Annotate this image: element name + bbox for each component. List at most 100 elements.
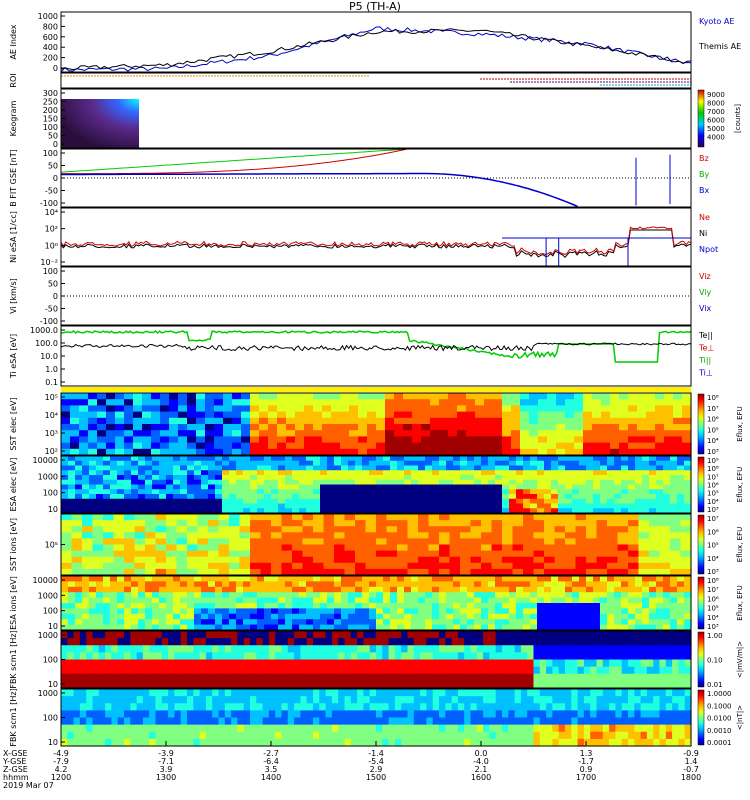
esa_i-cell — [572, 592, 580, 599]
esa_i-cell — [586, 592, 594, 599]
sst_i-cell — [638, 538, 650, 546]
fbk_b-cell — [212, 645, 220, 653]
esa_e-cell — [537, 456, 545, 462]
sst_e-cell — [547, 393, 557, 400]
fbk_b-cell — [111, 631, 119, 639]
fbk_e-cell — [464, 731, 472, 740]
fbk_e-cell — [174, 731, 182, 740]
esa_e-cell — [250, 456, 258, 462]
sst_e-cell — [349, 417, 359, 425]
fbk_e-cell — [130, 717, 138, 726]
fbk_e-cell — [432, 703, 440, 711]
sst_e-cell — [682, 399, 692, 406]
esa_e-cell — [187, 460, 195, 467]
esa_e-cell — [285, 503, 293, 509]
fbk_e-cell — [457, 696, 465, 704]
sst_i-cell — [103, 514, 115, 521]
esa_e-cell — [152, 508, 160, 514]
esa_i-cell — [82, 613, 90, 620]
esa_e-cell — [152, 475, 160, 481]
sst_i-cell — [544, 550, 556, 558]
esa_i-cell — [684, 613, 692, 620]
sst_e-cell — [196, 417, 206, 425]
fbk_b-cell — [401, 645, 409, 653]
esa_i-cell — [418, 603, 426, 609]
esa_i-cell — [635, 608, 643, 615]
fbk_e-cell — [508, 703, 516, 711]
sst_e-cell — [628, 448, 638, 456]
fbk_b-cell — [464, 680, 472, 689]
fbk_e-cell — [571, 689, 579, 697]
sst_e-cell — [682, 405, 692, 413]
esa_e-cell — [103, 460, 111, 467]
esa_e-cell — [586, 456, 594, 462]
ae-ylabel: AE Index — [9, 24, 18, 59]
fbk_e-cell — [363, 689, 371, 697]
fbk_b-cell — [79, 659, 87, 668]
sst_e-cell — [124, 436, 134, 444]
sst_i-cell — [575, 514, 587, 521]
esa_i-cell — [530, 608, 538, 615]
sst_i-cell — [113, 532, 125, 539]
fbk_e-cell — [539, 710, 547, 719]
esa_i-cell — [600, 592, 608, 599]
fbk_e-cell — [640, 717, 648, 726]
fbk_e-cell — [407, 717, 415, 726]
esa_i-cell — [285, 619, 293, 626]
esa_i-cell — [187, 592, 195, 599]
fbk_e-cell — [61, 696, 68, 704]
ti-tepar-line — [60, 342, 692, 352]
fbk_b-cell — [401, 631, 409, 639]
sst_e-cell — [241, 417, 251, 425]
fbk_e-cell — [659, 717, 667, 726]
esa_e-cell — [376, 475, 384, 481]
fbk_b-cell — [187, 638, 194, 646]
esa_e-cell — [222, 508, 230, 514]
fbk_e-cell — [73, 717, 81, 726]
fbk_e-cell — [256, 696, 264, 704]
fbk_e-cell — [596, 710, 604, 719]
esa_i-cell — [481, 576, 489, 582]
fbk_e-cell — [136, 689, 144, 697]
esa_e-cell — [271, 460, 279, 467]
fbk_e-cell — [256, 689, 264, 697]
esa_i-cell — [460, 592, 468, 599]
esa_i-cell — [446, 624, 454, 631]
fbk_b-cell — [224, 666, 232, 675]
esa_i-cell — [103, 613, 111, 620]
fbk_e-cell — [300, 689, 308, 697]
esa_i-cell — [565, 608, 573, 615]
fbk_b-cell — [294, 659, 301, 668]
fbk_b-cell — [546, 673, 553, 682]
fbk_e-cell — [79, 717, 87, 726]
sst_i-cell — [365, 538, 377, 546]
esa_i-cell — [243, 576, 251, 582]
esa_i-cell — [215, 603, 223, 609]
fbk_b-cell — [583, 631, 591, 639]
esa_i-cell — [201, 624, 209, 631]
sst_e-cell — [403, 417, 413, 425]
fbk_e-cell — [319, 731, 327, 740]
esa_e-cell — [292, 475, 300, 481]
sst_i-cell — [208, 550, 220, 558]
esa_e-cell — [432, 456, 440, 462]
fbk_e-cell — [117, 703, 125, 711]
esa_e-cell — [481, 470, 489, 476]
esa_e-cell — [649, 494, 657, 500]
esa_i-cell — [635, 586, 643, 593]
esa_i-cell — [614, 613, 622, 620]
esa_i-cell — [572, 586, 580, 593]
esa_e-cell — [355, 503, 363, 509]
sst_e-cell — [439, 399, 449, 406]
esa_e-cell — [642, 456, 650, 462]
fbk_e-cell — [514, 696, 522, 704]
esa_i-cell — [495, 597, 503, 604]
esa_e-cell — [180, 498, 188, 505]
fbk_b-cell — [199, 673, 207, 682]
esa_e-cell — [635, 494, 643, 500]
sst_i-cell — [502, 568, 514, 576]
esa_e-cell — [439, 479, 447, 486]
esa_i-cell — [320, 592, 328, 599]
esa_i-cell — [467, 586, 475, 593]
sst_i-cell — [145, 544, 157, 552]
